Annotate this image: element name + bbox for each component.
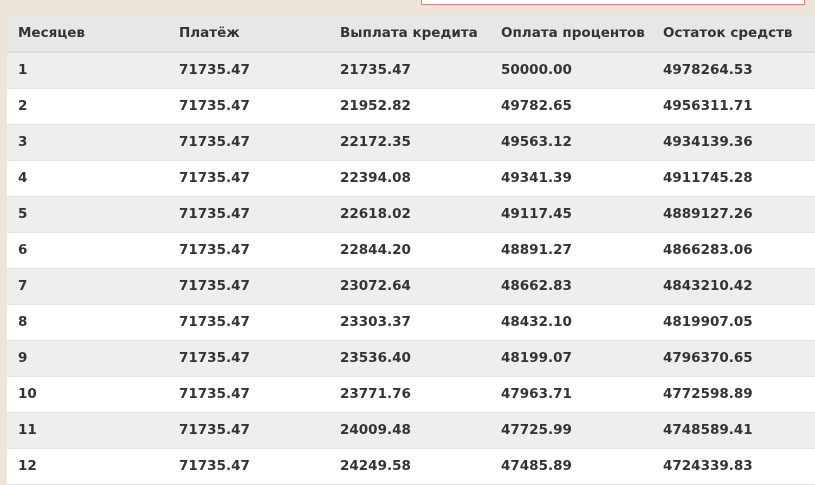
cell-month: 9	[18, 350, 28, 366]
cell-principal: 24249.58	[340, 458, 411, 474]
cell-month: 10	[18, 386, 37, 402]
cell-payment: 71735.47	[179, 170, 250, 186]
cell-principal: 22394.08	[340, 170, 411, 186]
cell-month: 11	[18, 422, 37, 438]
cell-principal: 24009.48	[340, 422, 411, 438]
cell-payment: 71735.47	[179, 314, 250, 330]
cell-interest: 47485.89	[501, 458, 572, 474]
cell-balance: 4843210.42	[663, 278, 753, 294]
cell-principal: 23303.37	[340, 314, 411, 330]
cell-principal: 23536.40	[340, 350, 411, 366]
cell-month: 5	[18, 206, 28, 222]
cell-balance: 4772598.89	[663, 386, 753, 402]
table-row: 1 71735.47 21735.47 50000.00 4978264.53	[7, 52, 815, 88]
cell-principal: 22172.35	[340, 134, 411, 150]
cell-interest: 49563.12	[501, 134, 572, 150]
cell-payment: 71735.47	[179, 98, 250, 114]
table-row: 9 71735.47 23536.40 48199.07 4796370.65	[7, 340, 815, 376]
cell-interest: 49341.39	[501, 170, 572, 186]
cell-interest: 47725.99	[501, 422, 572, 438]
cell-balance: 4866283.06	[663, 242, 753, 258]
table-row: 12 71735.47 24249.58 47485.89 4724339.83	[7, 448, 815, 484]
cell-balance: 4796370.65	[663, 350, 753, 366]
table-header-row: Месяцев Платёж Выплата кредита Оплата пр…	[7, 15, 815, 53]
table-row: 2 71735.47 21952.82 49782.65 4956311.71	[7, 88, 815, 124]
cell-payment: 71735.47	[179, 134, 250, 150]
cell-balance: 4724339.83	[663, 458, 753, 474]
cell-interest: 49782.65	[501, 98, 572, 114]
cell-principal: 21735.47	[340, 62, 411, 79]
cell-balance: 4934139.36	[663, 134, 753, 150]
payment-schedule: Месяцев Платёж Выплата кредита Оплата пр…	[7, 15, 815, 485]
cell-payment: 71735.47	[179, 458, 250, 474]
table-row: 10 71735.47 23771.76 47963.71 4772598.89	[7, 376, 815, 412]
cell-payment: 71735.47	[179, 62, 250, 79]
cell-month: 3	[18, 134, 28, 150]
table-row: 7 71735.47 23072.64 48662.83 4843210.42	[7, 268, 815, 304]
cell-interest: 47963.71	[501, 386, 572, 402]
cell-interest: 48199.07	[501, 350, 572, 366]
cell-payment: 71735.47	[179, 350, 250, 366]
cell-balance: 4819907.05	[663, 314, 753, 330]
table-row: 5 71735.47 22618.02 49117.45 4889127.26	[7, 196, 815, 232]
cell-payment: 71735.47	[179, 242, 250, 258]
cell-payment: 71735.47	[179, 206, 250, 222]
cell-month: 2	[18, 98, 28, 114]
cell-payment: 71735.47	[179, 386, 250, 402]
top-panel-edge	[421, 0, 805, 5]
cell-payment: 71735.47	[179, 422, 250, 438]
header-balance: Остаток средств	[652, 15, 815, 53]
cell-balance: 4911745.28	[663, 170, 753, 186]
table-row: 4 71735.47 22394.08 49341.39 4911745.28	[7, 160, 815, 196]
cell-balance: 4978264.53	[663, 62, 753, 79]
cell-month: 6	[18, 242, 28, 258]
cell-balance: 4748589.41	[663, 422, 753, 438]
cell-month: 1	[18, 62, 28, 79]
cell-principal: 23771.76	[340, 386, 411, 402]
cell-balance: 4889127.26	[663, 206, 753, 222]
cell-month: 12	[18, 458, 37, 474]
cell-month: 7	[18, 278, 28, 294]
cell-principal: 21952.82	[340, 98, 411, 114]
cell-principal: 22618.02	[340, 206, 411, 222]
cell-interest: 50000.00	[501, 62, 572, 79]
table-row: 11 71735.47 24009.48 47725.99 4748589.41	[7, 412, 815, 448]
cell-interest: 48662.83	[501, 278, 572, 294]
cell-month: 8	[18, 314, 28, 330]
cell-payment: 71735.47	[179, 278, 250, 294]
header-interest: Оплата процентов	[490, 15, 652, 53]
cell-interest: 49117.45	[501, 206, 572, 222]
cell-balance: 4956311.71	[663, 98, 753, 114]
table-row: 8 71735.47 23303.37 48432.10 4819907.05	[7, 304, 815, 340]
header-principal: Выплата кредита	[329, 15, 490, 53]
cell-principal: 23072.64	[340, 278, 411, 294]
header-payment: Платёж	[168, 15, 329, 53]
table-row: 3 71735.47 22172.35 49563.12 4934139.36	[7, 124, 815, 160]
table-row: 6 71735.47 22844.20 48891.27 4866283.06	[7, 232, 815, 268]
header-months: Месяцев	[7, 15, 168, 53]
cell-interest: 48891.27	[501, 242, 572, 258]
cell-principal: 22844.20	[340, 242, 411, 258]
cell-interest: 48432.10	[501, 314, 572, 330]
cell-month: 4	[18, 170, 28, 186]
payment-schedule-table: Месяцев Платёж Выплата кредита Оплата пр…	[7, 15, 815, 485]
